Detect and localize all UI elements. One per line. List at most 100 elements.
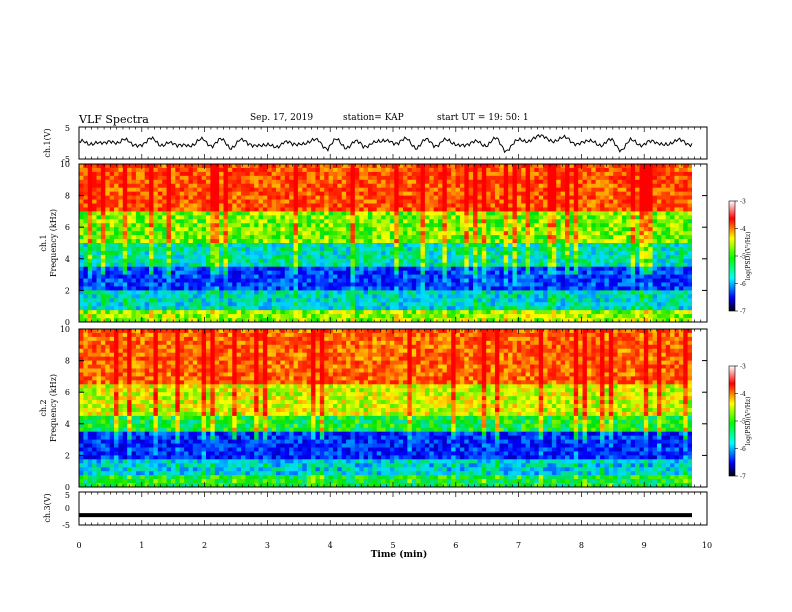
spectrogram-cell — [529, 167, 535, 173]
spectrogram-cell — [332, 270, 338, 275]
spectrogram-cell — [223, 270, 229, 275]
spectrogram-cell — [135, 298, 141, 303]
spectrogram-cell — [481, 258, 487, 264]
spectrogram-cell — [573, 266, 579, 272]
spectrogram-cell — [166, 286, 172, 291]
spectrogram-cell — [210, 278, 216, 283]
spectrogram-cell — [459, 258, 465, 264]
spectrogram-cell — [600, 183, 605, 189]
spectrogram-cell — [131, 171, 137, 177]
spectrogram-cell — [332, 302, 338, 307]
spectrogram-cell — [92, 164, 97, 169]
spectrogram-cell — [381, 223, 386, 228]
spectrogram-cell — [403, 191, 408, 196]
spectrogram-cell — [674, 282, 680, 287]
spectrogram-cell — [464, 167, 470, 173]
spectrogram-cell — [551, 175, 557, 181]
spectrogram-cell — [538, 211, 544, 216]
spectrogram-cell — [232, 227, 238, 232]
spectrogram-cell — [621, 278, 627, 283]
spectrogram-cell — [210, 164, 216, 169]
spectrogram-cell — [249, 187, 255, 193]
spectrogram-cell — [306, 270, 312, 275]
spectrogram-cell — [639, 207, 645, 212]
spectrogram-cell — [398, 246, 404, 252]
spectrogram-cell — [170, 274, 176, 279]
spectrogram-cell — [494, 195, 500, 200]
spectrogram-cell — [153, 270, 159, 275]
spectrogram-cell — [459, 203, 465, 208]
spectrogram-cell — [639, 215, 645, 220]
spectrogram-cell — [687, 219, 693, 224]
spectrogram-cell — [560, 211, 566, 216]
spectrogram-cell — [455, 286, 461, 291]
spectrogram-cell — [442, 167, 448, 173]
spectrogram-cell — [227, 286, 233, 291]
spectrogram-cell — [486, 187, 491, 193]
spectrogram-cell — [556, 223, 562, 228]
spectrogram-cell — [118, 167, 124, 173]
spectrogram-cell — [140, 243, 146, 248]
spectrogram-cell — [477, 171, 483, 177]
spectrogram-cell — [407, 179, 413, 185]
spectrogram-cell — [100, 219, 106, 224]
spectrogram-cell — [363, 171, 369, 177]
spectrogram-cell — [332, 183, 338, 189]
spectrogram-cell — [118, 164, 124, 169]
spectrogram-cell — [429, 298, 435, 303]
spectrogram-cell — [468, 286, 474, 291]
spectrogram-cell — [586, 282, 592, 287]
spectrogram-cell — [670, 235, 675, 240]
spectrogram-cell — [389, 207, 395, 212]
spectrogram-cell — [114, 266, 119, 272]
spectrogram-cell — [508, 266, 513, 272]
spectrogram-cell — [328, 203, 334, 208]
spectrogram-cell — [573, 219, 579, 224]
spectrogram-cell — [205, 243, 211, 248]
spectrogram-cell — [354, 199, 360, 204]
spectrogram-cell — [521, 164, 527, 169]
spectrogram-cell — [670, 243, 675, 248]
spectrogram-cell — [446, 235, 452, 240]
spectrogram-cell — [451, 175, 456, 181]
spectrogram-cell — [114, 215, 119, 220]
spectrogram-cell — [205, 235, 211, 240]
spectrogram-cell — [302, 195, 308, 200]
spectrogram-cell — [608, 250, 614, 256]
spectrogram-cell — [100, 215, 106, 220]
spectrogram-cell — [153, 258, 159, 264]
spectrogram-cell — [324, 195, 329, 200]
spectrogram-cell — [687, 246, 693, 252]
spectrogram-cell — [170, 223, 176, 228]
spectrogram-cell — [424, 298, 430, 303]
spectrogram-cell — [656, 294, 662, 299]
spectrogram-cell — [578, 294, 583, 299]
spectrogram-cell — [494, 266, 500, 272]
spectrogram-cell — [591, 270, 597, 275]
spectrogram-cell — [569, 243, 575, 248]
spectrogram-cell — [232, 239, 238, 244]
spectrogram-cell — [569, 167, 575, 173]
spectrogram-cell — [595, 227, 601, 232]
spectrogram-cell — [249, 195, 255, 200]
spectrogram-cell — [521, 294, 527, 299]
spectrogram-cell — [157, 235, 163, 240]
spectrogram-cell — [236, 175, 242, 181]
spectrogram-cell — [578, 290, 583, 295]
spectrogram-cell — [197, 298, 202, 303]
spectrogram-cell — [429, 254, 435, 260]
spectrogram-cell — [267, 167, 273, 173]
spectrogram-cell — [311, 290, 316, 295]
spectrogram-cell — [92, 254, 97, 260]
spectrogram-cell — [398, 302, 404, 307]
spectrogram-cell — [398, 164, 404, 169]
spectrogram-cell — [87, 246, 93, 252]
spectrogram-cell — [503, 298, 509, 303]
spectrogram-cell — [96, 282, 102, 287]
spectrogram-cell — [411, 302, 417, 307]
spectrogram-cell — [192, 243, 198, 248]
spectrogram-cell — [236, 254, 242, 260]
spectrogram-cell — [114, 175, 119, 181]
spectrogram-cell — [433, 294, 439, 299]
spectrogram-cell — [127, 235, 132, 240]
